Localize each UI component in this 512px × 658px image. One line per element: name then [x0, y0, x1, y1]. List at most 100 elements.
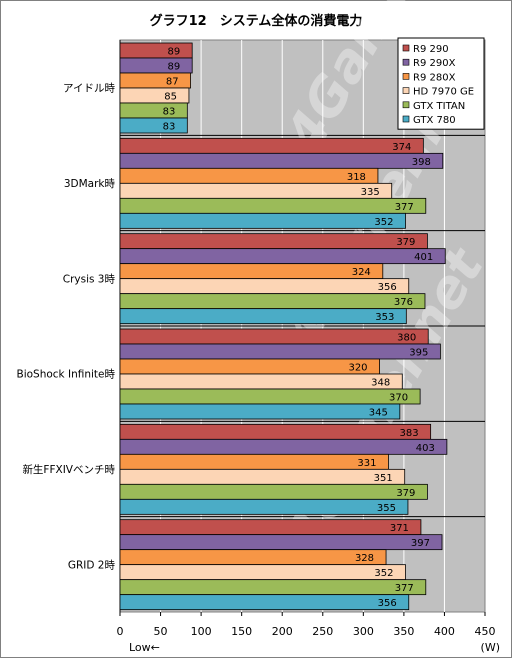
bar [119, 42, 193, 59]
data-label: 345 [369, 408, 388, 419]
bars: 8989878583833743983183353773523794013243… [119, 42, 448, 611]
legend-entry: R9 290 [413, 44, 449, 55]
bar [119, 233, 428, 250]
legend-swatch [402, 44, 410, 52]
bar [119, 137, 424, 154]
category-label: 3DMark時 [64, 178, 116, 190]
data-label: 83 [163, 107, 176, 118]
data-label: 355 [377, 503, 396, 514]
data-label: 89 [167, 62, 180, 73]
bar [119, 534, 443, 551]
tick-label: 250 [312, 625, 333, 638]
bar [119, 468, 406, 485]
data-label: 352 [374, 568, 393, 579]
legend-swatch [402, 73, 410, 80]
bar [119, 373, 403, 390]
legend-swatch [402, 58, 410, 66]
bar [119, 278, 410, 295]
bar [119, 519, 422, 536]
tick-label: 350 [393, 625, 414, 638]
data-label: 397 [411, 538, 430, 549]
data-label: 85 [164, 92, 177, 103]
bar [119, 182, 393, 199]
bar [119, 423, 432, 440]
data-label: 401 [414, 252, 433, 263]
bar [119, 87, 190, 104]
data-label: 348 [371, 378, 390, 389]
plot-area [119, 39, 486, 613]
chart-title: グラフ12 システム全体の消費電力 [150, 13, 363, 29]
bar [119, 453, 389, 470]
data-label: 379 [396, 237, 415, 248]
data-label: 395 [409, 348, 428, 359]
data-label: 328 [355, 553, 374, 564]
legend: R9 290 R9 290X R9 280X HD 7970 GE GTX TITAN G… [397, 37, 485, 130]
bar [119, 564, 406, 581]
bar [119, 498, 409, 515]
bar [119, 263, 384, 280]
data-label: 376 [394, 297, 413, 308]
data-label: 374 [392, 142, 411, 153]
data-label: 383 [400, 428, 419, 439]
bar [119, 579, 427, 596]
tick-label: 200 [272, 625, 293, 638]
bar [119, 403, 401, 420]
data-label: 379 [396, 488, 415, 499]
tick-label: 300 [353, 625, 374, 638]
tick-label: 0 [117, 625, 124, 638]
data-label: 89 [167, 47, 180, 58]
legend-swatch [402, 101, 410, 109]
legend-entry: HD 7970 GE [413, 87, 474, 98]
bar [119, 358, 380, 375]
bar [119, 328, 429, 345]
bar [119, 293, 426, 310]
data-label: 356 [378, 598, 397, 609]
tick-label: 400 [434, 625, 455, 638]
legend-entry: R9 290X [413, 58, 456, 69]
data-label: 83 [163, 122, 176, 133]
bar [119, 343, 441, 360]
data-label: 318 [347, 172, 366, 183]
data-label: 87 [166, 77, 179, 88]
legend-entry: GTX 780 [413, 115, 456, 126]
tick-label: 50 [154, 625, 168, 638]
bar [119, 152, 444, 169]
bar [119, 388, 421, 405]
data-label: 353 [375, 312, 394, 323]
data-label: 351 [374, 473, 393, 484]
category-label: Crysis 3時 [63, 273, 116, 285]
legend-swatch [402, 87, 410, 94]
bar [119, 117, 188, 134]
bar [119, 197, 427, 214]
bar [119, 308, 407, 325]
data-label: 370 [389, 393, 408, 404]
data-label: 352 [374, 217, 393, 228]
bar [119, 549, 387, 566]
x-axis-low-label: Low← [129, 641, 160, 654]
data-label: 320 [348, 363, 367, 374]
category-labels: アイドル時 3DMark時 Crysis 3時 BioShock Infinite時新… [17, 83, 116, 572]
legend-entry: GTX TITAN [413, 101, 465, 112]
tick-label: 100 [191, 625, 212, 638]
data-label: 377 [395, 583, 414, 594]
category-label: 新生FFXIVベンチ時 [22, 463, 115, 476]
data-label: 356 [378, 282, 397, 293]
bar [119, 594, 410, 611]
bar [119, 72, 191, 89]
x-axis-ticks: 0 50 100 150 200 250 300 350 400 450 [117, 612, 496, 638]
bar [119, 167, 379, 184]
bar [119, 483, 428, 500]
legend-swatch [402, 115, 410, 123]
legend-entry: R9 280X [413, 72, 456, 83]
tick-label: 450 [475, 625, 496, 638]
data-label: 324 [352, 267, 371, 278]
category-label: アイドル時 [63, 83, 115, 95]
data-label: 377 [395, 202, 414, 213]
data-label: 403 [416, 443, 435, 454]
bar [119, 438, 448, 455]
bar [119, 248, 446, 265]
category-label: GRID 2時 [68, 559, 116, 571]
x-axis-unit-label: (W) [481, 641, 500, 654]
bar [119, 102, 188, 119]
